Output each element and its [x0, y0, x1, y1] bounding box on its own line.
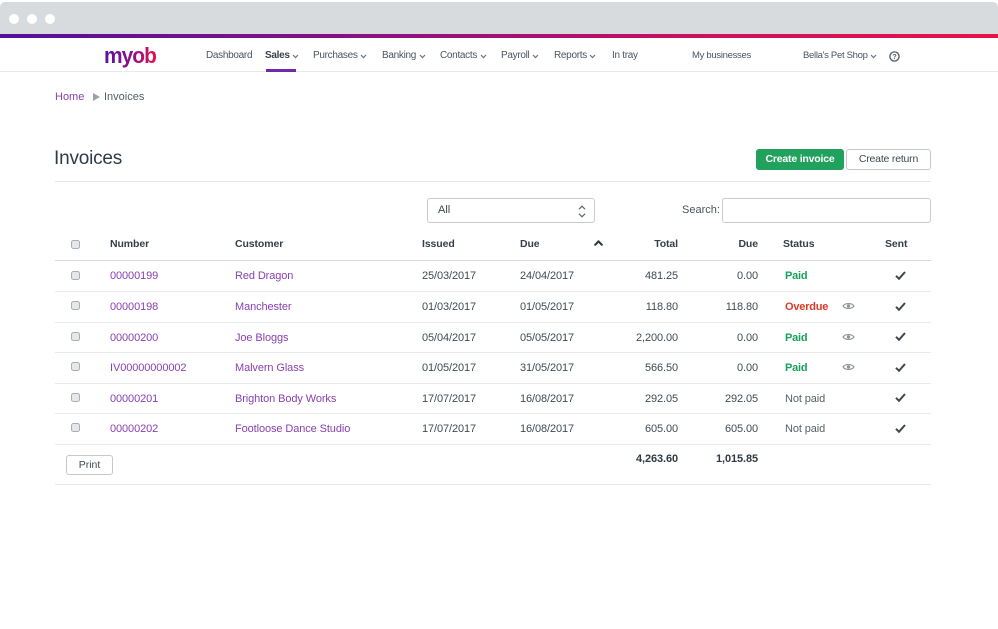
- svg-text:?: ?: [892, 54, 896, 61]
